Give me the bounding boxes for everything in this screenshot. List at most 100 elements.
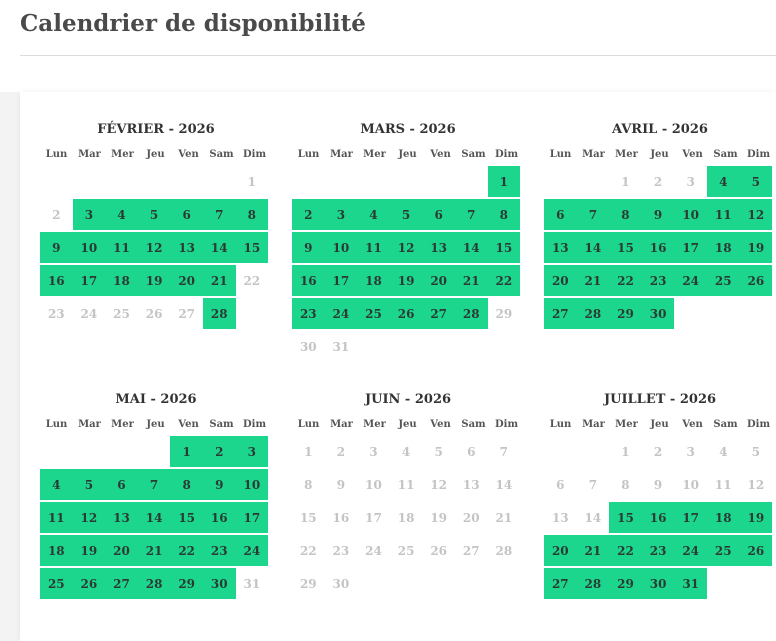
day-cell-unavailable[interactable]: 27 — [462, 544, 480, 558]
day-cell-available[interactable]: 20 — [170, 265, 203, 296]
day-cell-available[interactable]: 9 — [641, 199, 675, 230]
day-cell-available[interactable]: 31 — [674, 568, 707, 599]
day-cell-available[interactable]: 19 — [389, 265, 423, 296]
day-cell-available[interactable]: 28 — [576, 298, 610, 329]
day-cell-unavailable[interactable]: 3 — [686, 175, 695, 189]
day-cell-available[interactable]: 20 — [544, 265, 577, 296]
day-cell-unavailable[interactable]: 14 — [584, 511, 602, 525]
day-cell-available[interactable]: 3 — [235, 436, 269, 467]
day-cell-available[interactable]: 29 — [609, 298, 642, 329]
day-cell-available[interactable]: 10 — [324, 232, 358, 263]
day-cell-available[interactable]: 7 — [576, 199, 610, 230]
day-cell-unavailable[interactable]: 3 — [369, 445, 378, 459]
day-cell-available[interactable]: 19 — [137, 265, 171, 296]
day-cell-available[interactable]: 8 — [170, 469, 203, 500]
day-cell-available[interactable]: 15 — [170, 502, 203, 533]
day-cell-available[interactable]: 21 — [137, 535, 171, 566]
day-cell-available[interactable]: 9 — [202, 469, 236, 500]
day-cell-unavailable[interactable]: 16 — [332, 511, 350, 525]
day-cell-available[interactable]: 21 — [576, 265, 610, 296]
day-cell-unavailable[interactable]: 31 — [332, 340, 350, 354]
day-cell-available[interactable]: 4 — [706, 166, 740, 197]
day-cell-unavailable[interactable]: 1 — [621, 175, 630, 189]
day-cell-available[interactable]: 1 — [170, 436, 203, 467]
day-cell-available[interactable]: 16 — [40, 265, 73, 296]
day-cell-available[interactable]: 5 — [739, 166, 773, 197]
day-cell-unavailable[interactable]: 25 — [113, 307, 130, 321]
day-cell-available[interactable]: 15 — [609, 232, 642, 263]
day-cell-unavailable[interactable]: 12 — [430, 478, 448, 492]
day-cell-available[interactable]: 26 — [389, 298, 423, 329]
day-cell-unavailable[interactable]: 2 — [52, 208, 61, 222]
day-cell-unavailable[interactable]: 13 — [462, 478, 480, 492]
day-cell-available[interactable]: 28 — [454, 298, 488, 329]
day-cell-available[interactable]: 19 — [72, 535, 106, 566]
day-cell-unavailable[interactable]: 7 — [588, 478, 598, 492]
day-cell-available[interactable]: 2 — [202, 436, 236, 467]
day-cell-available[interactable]: 18 — [105, 265, 138, 296]
day-cell-available[interactable]: 6 — [105, 469, 138, 500]
day-cell-unavailable[interactable]: 1 — [304, 445, 313, 459]
day-cell-available[interactable]: 23 — [292, 298, 325, 329]
day-cell-unavailable[interactable]: 10 — [682, 478, 700, 492]
day-cell-unavailable[interactable]: 31 — [243, 577, 261, 591]
day-cell-available[interactable]: 19 — [739, 502, 773, 533]
day-cell-available[interactable]: 20 — [422, 265, 455, 296]
day-cell-available[interactable]: 28 — [137, 568, 171, 599]
day-cell-unavailable[interactable]: 30 — [332, 577, 350, 591]
day-cell-available[interactable]: 11 — [40, 502, 73, 533]
day-cell-available[interactable]: 27 — [544, 568, 577, 599]
day-cell-available[interactable]: 28 — [576, 568, 610, 599]
day-cell-available[interactable]: 2 — [292, 199, 325, 230]
day-cell-available[interactable]: 13 — [422, 232, 455, 263]
day-cell-unavailable[interactable]: 21 — [495, 511, 513, 525]
day-cell-available[interactable]: 5 — [72, 469, 106, 500]
day-cell-available[interactable]: 26 — [739, 535, 773, 566]
day-cell-available[interactable]: 20 — [105, 535, 138, 566]
day-cell-available[interactable]: 25 — [706, 265, 740, 296]
day-cell-unavailable[interactable]: 4 — [719, 445, 728, 459]
day-cell-available[interactable]: 21 — [454, 265, 488, 296]
day-cell-available[interactable]: 30 — [202, 568, 236, 599]
day-cell-unavailable[interactable]: 29 — [495, 307, 513, 321]
day-cell-available[interactable]: 25 — [40, 568, 73, 599]
day-cell-unavailable[interactable]: 19 — [430, 511, 448, 525]
day-cell-available[interactable]: 18 — [357, 265, 390, 296]
day-cell-available[interactable]: 16 — [641, 502, 675, 533]
day-cell-available[interactable]: 8 — [235, 199, 269, 230]
day-cell-unavailable[interactable]: 8 — [621, 478, 630, 492]
day-cell-unavailable[interactable]: 23 — [47, 307, 65, 321]
day-cell-available[interactable]: 12 — [389, 232, 423, 263]
day-cell-unavailable[interactable]: 24 — [365, 544, 382, 558]
day-cell-available[interactable]: 12 — [137, 232, 171, 263]
day-cell-available[interactable]: 7 — [202, 199, 236, 230]
day-cell-available[interactable]: 29 — [170, 568, 203, 599]
day-cell-available[interactable]: 27 — [422, 298, 455, 329]
day-cell-available[interactable]: 25 — [706, 535, 740, 566]
day-cell-unavailable[interactable]: 15 — [299, 511, 317, 525]
day-cell-unavailable[interactable]: 23 — [332, 544, 350, 558]
day-cell-available[interactable]: 21 — [576, 535, 610, 566]
day-cell-unavailable[interactable]: 1 — [247, 175, 257, 189]
day-cell-unavailable[interactable]: 14 — [495, 478, 513, 492]
day-cell-available[interactable]: 6 — [170, 199, 203, 230]
day-cell-available[interactable]: 19 — [739, 232, 773, 263]
day-cell-unavailable[interactable]: 7 — [499, 445, 509, 459]
day-cell-available[interactable]: 14 — [454, 232, 488, 263]
day-cell-available[interactable]: 22 — [487, 265, 521, 296]
day-cell-unavailable[interactable]: 1 — [621, 445, 630, 459]
day-cell-available[interactable]: 24 — [235, 535, 269, 566]
day-cell-unavailable[interactable]: 2 — [653, 175, 663, 189]
day-cell-unavailable[interactable]: 20 — [462, 511, 480, 525]
day-cell-available[interactable]: 15 — [487, 232, 521, 263]
day-cell-available[interactable]: 17 — [235, 502, 269, 533]
day-cell-unavailable[interactable]: 25 — [397, 544, 415, 558]
day-cell-available[interactable]: 16 — [292, 265, 325, 296]
day-cell-available[interactable]: 30 — [641, 298, 675, 329]
day-cell-unavailable[interactable]: 5 — [434, 445, 443, 459]
day-cell-available[interactable]: 10 — [72, 232, 106, 263]
day-cell-available[interactable]: 27 — [105, 568, 138, 599]
day-cell-unavailable[interactable]: 2 — [653, 445, 663, 459]
day-cell-unavailable[interactable]: 5 — [751, 445, 761, 459]
day-cell-unavailable[interactable]: 12 — [747, 478, 765, 492]
